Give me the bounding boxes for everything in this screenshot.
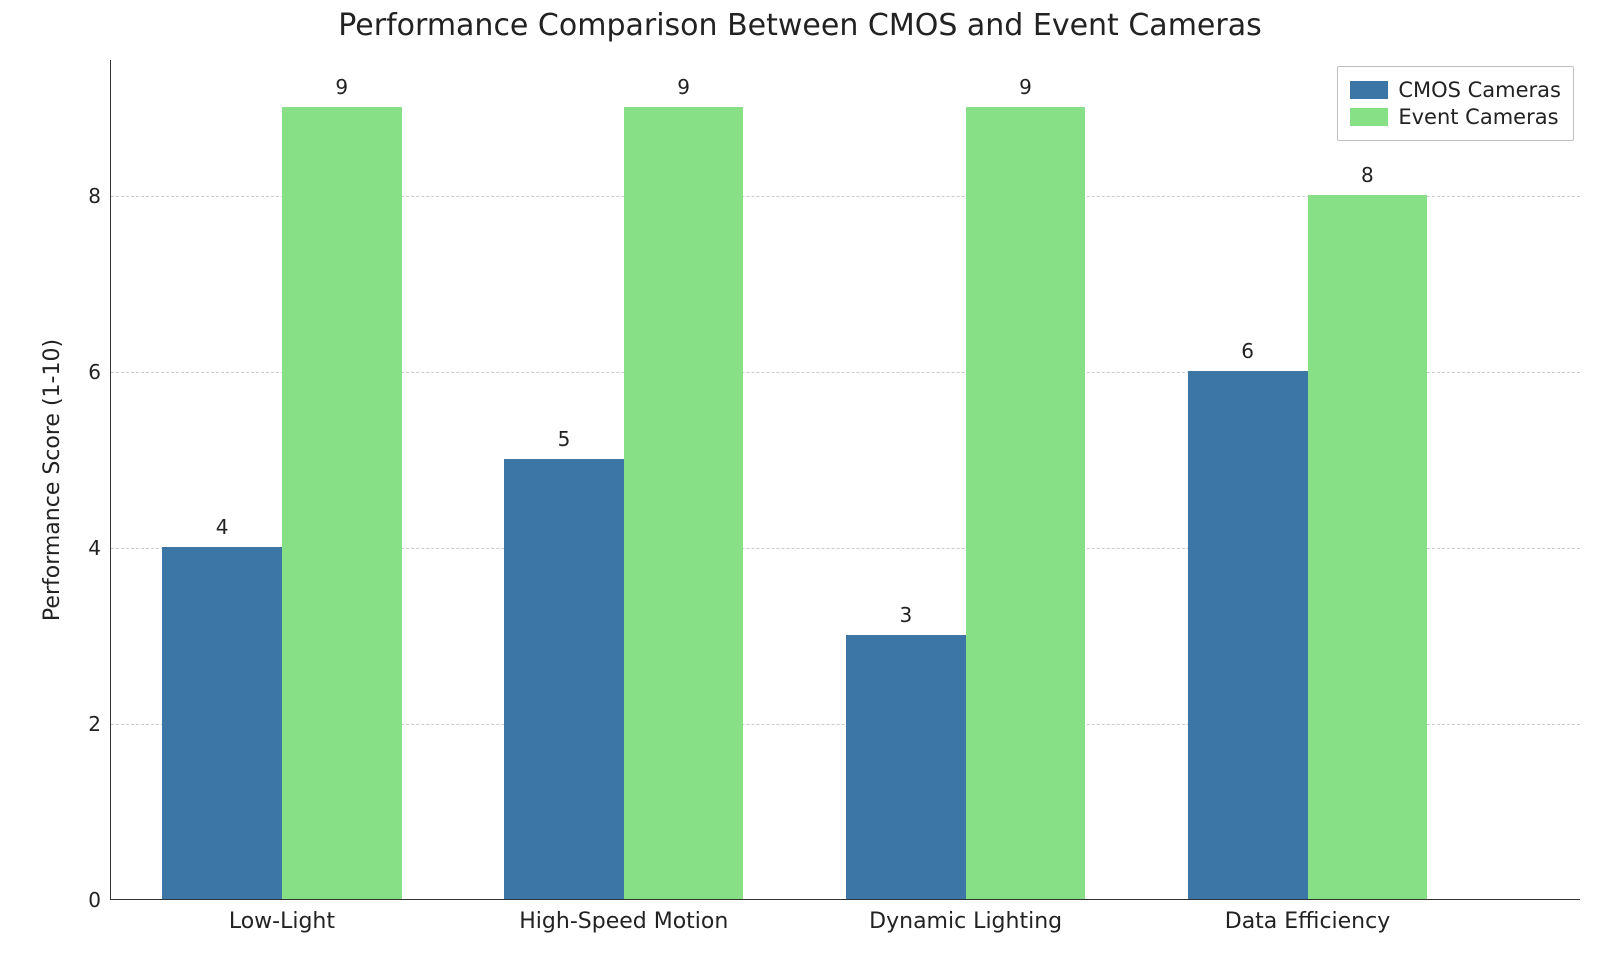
y-tick-label: 0 [88,888,111,912]
bar-value-label: 6 [1241,339,1254,363]
bar-value-label: 9 [1019,75,1032,99]
legend-swatch [1350,108,1388,126]
chart-container: Performance Comparison Between CMOS and … [0,0,1600,954]
bar [1308,195,1428,899]
bar-value-label: 4 [216,515,229,539]
x-tick-label: High-Speed Motion [519,899,728,934]
x-tick-label: Dynamic Lighting [869,899,1062,934]
legend-label: CMOS Cameras [1398,78,1561,102]
bar-value-label: 5 [558,427,571,451]
bar [1188,371,1308,899]
y-axis-label: Performance Score (1-10) [40,339,65,621]
bar [846,635,966,899]
bar [162,547,282,899]
bar-value-label: 9 [677,75,690,99]
x-tick-label: Data Efficiency [1225,899,1391,934]
legend-item: Event Cameras [1350,105,1561,129]
legend-item: CMOS Cameras [1350,78,1561,102]
x-tick-label: Low-Light [229,899,335,934]
y-tick-label: 4 [88,536,111,560]
chart-title: Performance Comparison Between CMOS and … [0,8,1600,43]
y-tick-label: 8 [88,184,111,208]
legend: CMOS Cameras Event Cameras [1337,66,1574,141]
y-tick-label: 6 [88,360,111,384]
legend-swatch [1350,81,1388,99]
bar-value-label: 8 [1361,163,1374,187]
bar-value-label: 3 [899,603,912,627]
bar [966,107,1086,899]
bar [624,107,744,899]
bar-value-label: 9 [335,75,348,99]
bar [282,107,402,899]
legend-label: Event Cameras [1398,105,1558,129]
bar [504,459,624,899]
y-tick-label: 2 [88,712,111,736]
plot-area: CMOS CamerasEvent Cameras 02468Low-Light… [110,60,1580,900]
